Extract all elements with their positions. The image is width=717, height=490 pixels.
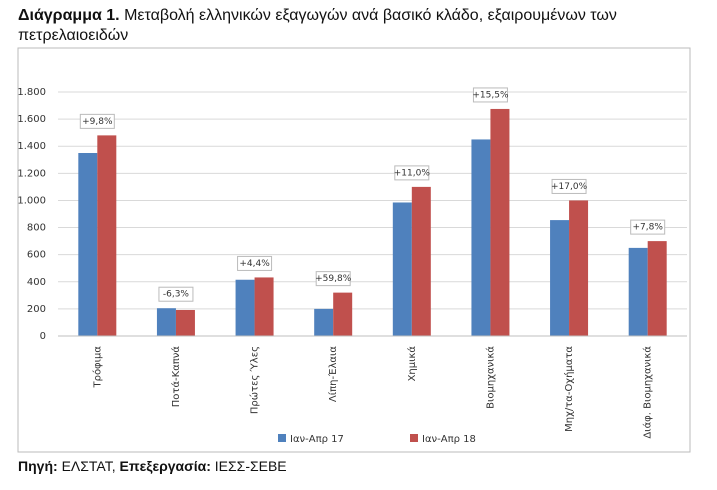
change-label-box	[79, 113, 115, 129]
title-prefix: Διάγραμμα 1.	[18, 7, 120, 24]
change-label-box	[315, 271, 351, 287]
change-label-box	[472, 87, 508, 103]
legend-swatch	[278, 434, 286, 442]
bar	[78, 153, 98, 336]
x-tick-label: Μηχ/τα-Οχήματα	[563, 346, 575, 432]
change-label: +15,5%	[472, 90, 509, 100]
chart-title: Διάγραμμα 1. Μεταβολή ελληνικών εξαγωγών…	[18, 6, 658, 46]
y-tick-label: 200	[27, 304, 46, 315]
bar	[490, 108, 510, 336]
change-label: +9,8%	[82, 117, 113, 127]
y-tick-label: 0	[40, 331, 46, 342]
change-label-box	[630, 219, 666, 235]
change-label-box	[394, 165, 430, 181]
bar	[471, 139, 491, 336]
y-tick-label: 600	[27, 250, 46, 261]
legend-label: Ιαν-Απρ 17	[290, 434, 344, 445]
y-tick-label: 1.200	[17, 168, 46, 179]
change-label: -6,3%	[163, 290, 190, 300]
x-tick-label: Πρώτες Ύλες	[249, 346, 261, 414]
x-tick-label: Τρόφιμα	[91, 346, 103, 389]
bar	[333, 292, 353, 336]
bar	[550, 220, 570, 336]
source-label: Πηγή:	[18, 458, 58, 474]
y-tick-label: 1.000	[17, 195, 46, 206]
change-label-box	[551, 178, 587, 194]
change-label-box	[237, 255, 273, 271]
bar	[175, 309, 195, 336]
bar	[569, 200, 589, 336]
bar	[235, 279, 255, 336]
x-tick-label: Ποτά-Καπνά	[170, 346, 182, 408]
bar	[314, 308, 334, 336]
y-tick-label: 800	[27, 223, 46, 234]
bar	[411, 186, 431, 336]
change-label: +4,4%	[239, 259, 270, 269]
x-tick-label: Διάφ. Βιομηχανικά	[642, 346, 654, 439]
source-text: ΙΕΣΣ-ΣΕΒΕ	[214, 458, 287, 474]
y-tick-label: 1.600	[17, 114, 46, 125]
y-tick-label: 400	[27, 277, 46, 288]
legend-label: Ιαν-Απρ 18	[422, 434, 476, 445]
bar	[254, 277, 274, 336]
bar	[647, 241, 667, 336]
x-tick-label: Βιομηχανικά	[484, 346, 496, 409]
bar	[156, 308, 176, 336]
x-tick-label: Λίπη-Έλαια	[327, 346, 339, 403]
x-tick-label: Χημικά	[406, 346, 418, 382]
legend-swatch	[410, 434, 418, 442]
change-label: +7,8%	[632, 223, 663, 233]
source-label: Επεξεργασία:	[119, 458, 211, 474]
change-label: +17,0%	[551, 182, 588, 192]
y-tick-label: 1.800	[17, 87, 46, 98]
title-text: Μεταβολή ελληνικών εξαγωγών ανά βασικό κ…	[18, 7, 617, 44]
source-text: ΕΛΣΤΑΤ,	[61, 458, 116, 474]
bar	[392, 202, 412, 336]
chart-frame	[17, 47, 691, 453]
bar	[97, 135, 117, 336]
change-label: +11,0%	[394, 168, 431, 178]
change-label-box	[158, 286, 194, 302]
y-tick-label: 1.400	[17, 141, 46, 152]
source: Πηγή: ΕΛΣΤΑΤ, Επεξεργασία: ΙΕΣΣ-ΣΕΒΕ	[18, 458, 287, 474]
change-label: +59,8%	[315, 274, 352, 284]
bar	[628, 247, 648, 336]
